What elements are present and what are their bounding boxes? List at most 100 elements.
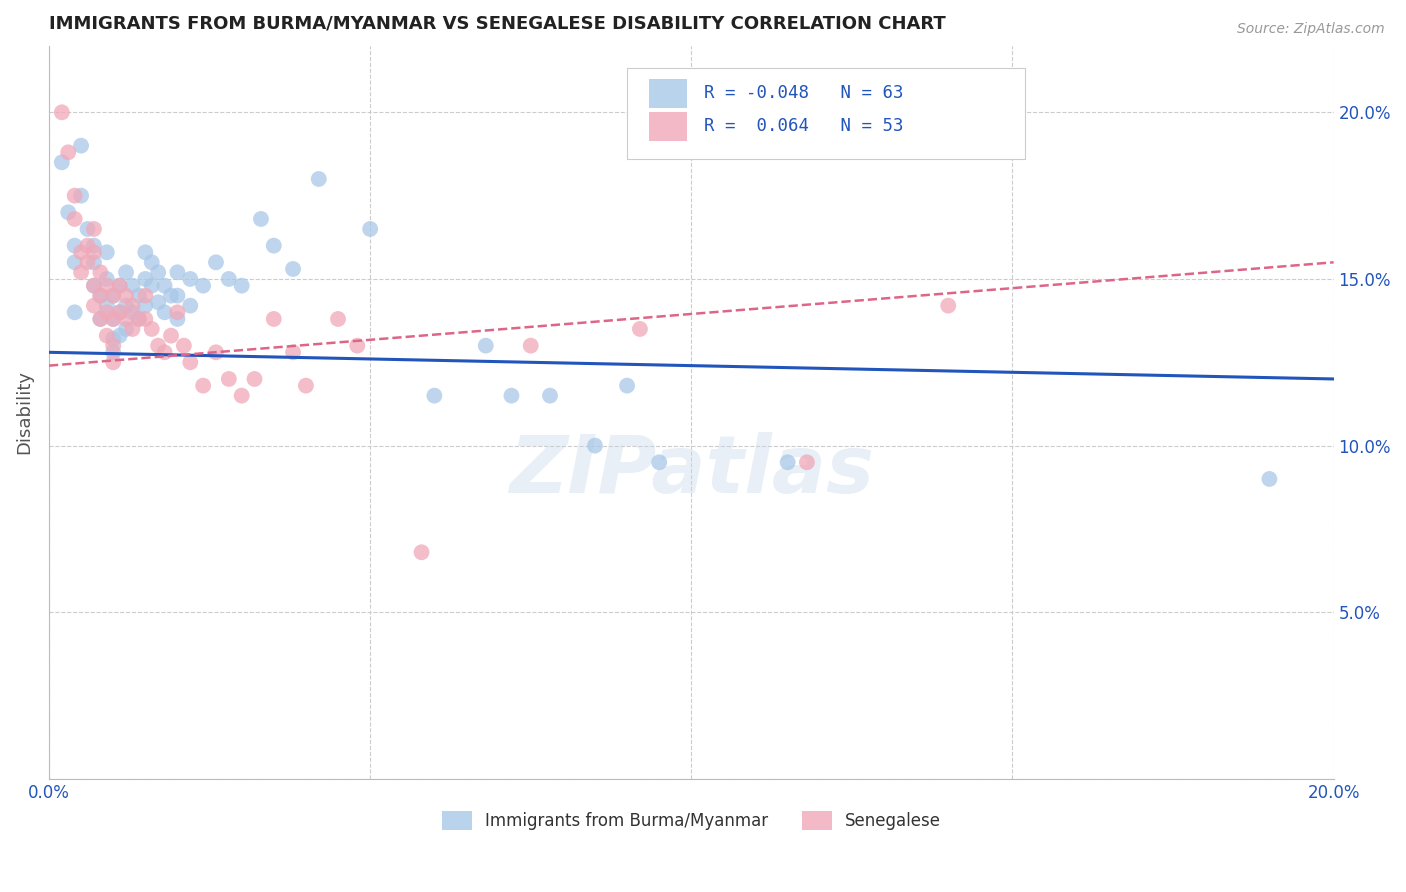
Point: [538, 389, 561, 403]
Point: [115, 312, 138, 326]
Point: [796, 455, 818, 469]
Point: [115, 299, 138, 313]
Point: [263, 312, 285, 326]
Point: [128, 312, 150, 326]
Point: [70, 265, 93, 279]
Point: [628, 322, 651, 336]
Point: [583, 439, 606, 453]
Point: [103, 288, 125, 302]
Point: [121, 278, 143, 293]
Point: [121, 299, 143, 313]
Point: [70, 138, 93, 153]
Point: [108, 305, 131, 319]
Point: [115, 322, 138, 336]
Point: [128, 312, 150, 326]
Point: [166, 265, 188, 279]
Point: [166, 312, 188, 326]
Point: [83, 278, 105, 293]
Point: [160, 288, 183, 302]
Point: [108, 278, 131, 293]
Point: [501, 389, 523, 403]
Point: [243, 372, 266, 386]
Point: [179, 299, 201, 313]
Point: [134, 288, 156, 302]
FancyBboxPatch shape: [650, 112, 688, 141]
Point: [51, 105, 73, 120]
Point: [776, 455, 799, 469]
Point: [134, 312, 156, 326]
Point: [63, 305, 86, 319]
Point: [146, 338, 169, 352]
Point: [616, 378, 638, 392]
Point: [218, 372, 240, 386]
Point: [96, 245, 118, 260]
Point: [134, 245, 156, 260]
Point: [58, 205, 80, 219]
Text: IMMIGRANTS FROM BURMA/MYANMAR VS SENEGALESE DISABILITY CORRELATION CHART: IMMIGRANTS FROM BURMA/MYANMAR VS SENEGAL…: [49, 15, 946, 33]
Point: [411, 545, 433, 559]
Point: [474, 338, 496, 352]
Point: [103, 332, 125, 346]
Point: [76, 238, 98, 252]
Point: [83, 245, 105, 260]
Point: [250, 211, 273, 226]
Point: [103, 338, 125, 352]
Point: [346, 338, 368, 352]
Point: [103, 355, 125, 369]
Point: [76, 255, 98, 269]
Point: [231, 278, 253, 293]
Point: [295, 378, 318, 392]
Point: [108, 278, 131, 293]
Text: R =  0.064   N = 53: R = 0.064 N = 53: [704, 118, 904, 136]
Legend: Immigrants from Burma/Myanmar, Senegalese: Immigrants from Burma/Myanmar, Senegales…: [434, 804, 948, 837]
Point: [63, 211, 86, 226]
Point: [191, 278, 214, 293]
Point: [121, 305, 143, 319]
Point: [58, 145, 80, 160]
Point: [166, 305, 188, 319]
Point: [153, 345, 176, 359]
Point: [103, 312, 125, 326]
Point: [146, 295, 169, 310]
Point: [141, 255, 163, 269]
Text: ZIPatlas: ZIPatlas: [509, 432, 873, 510]
Point: [76, 222, 98, 236]
Text: Source: ZipAtlas.com: Source: ZipAtlas.com: [1237, 22, 1385, 37]
Point: [153, 278, 176, 293]
FancyBboxPatch shape: [650, 78, 688, 108]
Point: [205, 345, 228, 359]
Point: [218, 272, 240, 286]
Point: [115, 288, 138, 302]
Point: [121, 322, 143, 336]
Point: [128, 288, 150, 302]
Point: [1258, 472, 1281, 486]
Point: [423, 389, 446, 403]
Point: [115, 265, 138, 279]
Y-axis label: Disability: Disability: [15, 370, 32, 454]
Point: [63, 238, 86, 252]
Point: [51, 155, 73, 169]
Point: [83, 278, 105, 293]
Text: R = -0.048   N = 63: R = -0.048 N = 63: [704, 85, 904, 103]
Point: [146, 265, 169, 279]
Point: [89, 312, 111, 326]
Point: [648, 455, 671, 469]
Point: [83, 222, 105, 236]
Point: [205, 255, 228, 269]
Point: [263, 238, 285, 252]
Point: [141, 278, 163, 293]
Point: [96, 272, 118, 286]
Point: [89, 265, 111, 279]
Point: [63, 255, 86, 269]
Point: [179, 355, 201, 369]
Point: [96, 299, 118, 313]
Point: [231, 389, 253, 403]
Point: [108, 328, 131, 343]
Point: [89, 312, 111, 326]
Point: [141, 322, 163, 336]
Point: [134, 299, 156, 313]
Point: [83, 255, 105, 269]
Point: [153, 305, 176, 319]
Point: [70, 188, 93, 202]
Point: [83, 238, 105, 252]
